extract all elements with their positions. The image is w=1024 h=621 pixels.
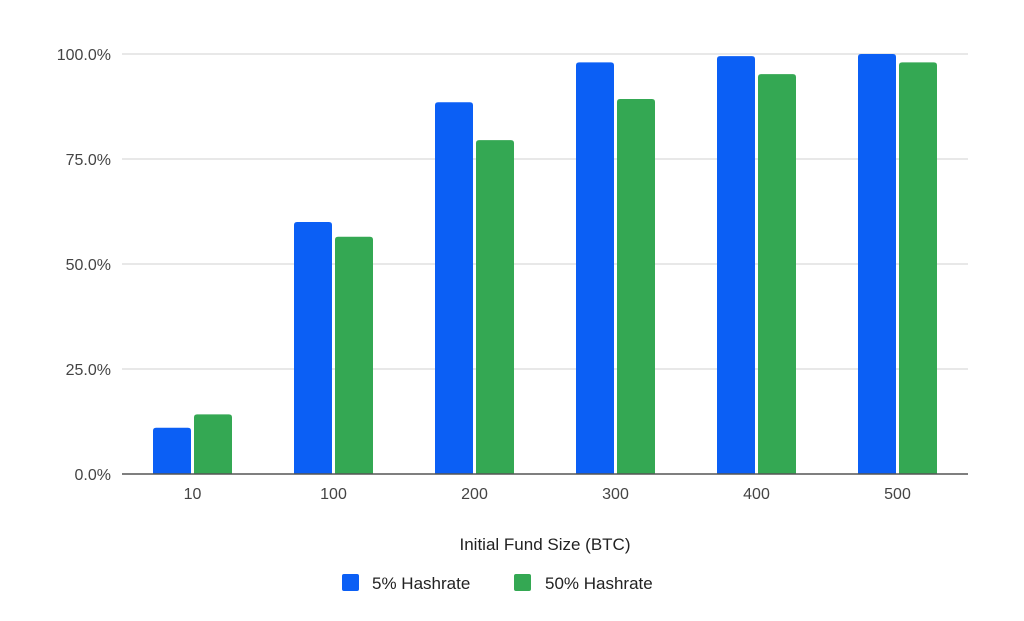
bar-series1 [294,222,332,474]
x-tick-label: 300 [602,486,629,503]
legend-label: 50% Hashrate [545,574,653,593]
bar-series2 [194,414,232,474]
bar-series1 [858,54,896,474]
x-axis-ticks: 10 100 200 300 400 500 [184,486,911,503]
x-tick-label: 10 [184,486,202,503]
x-tick-label: 200 [461,486,488,503]
y-tick-label: 25.0% [66,362,111,379]
bar-series2 [899,62,937,475]
legend-swatch [342,574,359,591]
bar-series1 [576,62,614,475]
bar-series1 [717,56,755,474]
y-tick-label: 50.0% [66,257,111,274]
y-tick-label: 0.0% [75,467,111,484]
legend-swatch [514,574,531,591]
bar-series2 [476,140,514,474]
bar-series2 [617,98,655,474]
legend-label: 5% Hashrate [372,574,470,593]
bar-series1 [153,427,191,474]
x-tick-label: 400 [743,486,770,503]
y-tick-label: 100.0% [57,47,111,64]
bar-series2 [335,236,373,474]
x-tick-label: 500 [884,486,911,503]
bars [153,54,937,475]
x-tick-label: 100 [320,486,347,503]
bar-series1 [435,102,473,475]
x-axis-title: Initial Fund Size (BTC) [460,535,631,554]
y-tick-label: 75.0% [66,152,111,169]
y-axis-ticks: 0.0% 25.0% 50.0% 75.0% 100.0% [57,47,111,484]
bar-series2 [758,74,796,474]
legend: 5% Hashrate 50% Hashrate [342,574,653,593]
gridlines [122,53,968,370]
